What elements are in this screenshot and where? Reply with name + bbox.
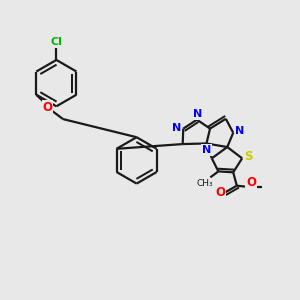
Text: S: S — [244, 150, 253, 163]
Text: O: O — [215, 186, 225, 199]
Text: N: N — [202, 145, 211, 155]
Text: CH₃: CH₃ — [196, 179, 213, 188]
Text: O: O — [43, 101, 52, 114]
Text: N: N — [193, 109, 202, 119]
Text: N: N — [172, 123, 182, 133]
Text: O: O — [246, 176, 256, 189]
Text: Cl: Cl — [50, 37, 62, 47]
Text: N: N — [235, 126, 244, 136]
